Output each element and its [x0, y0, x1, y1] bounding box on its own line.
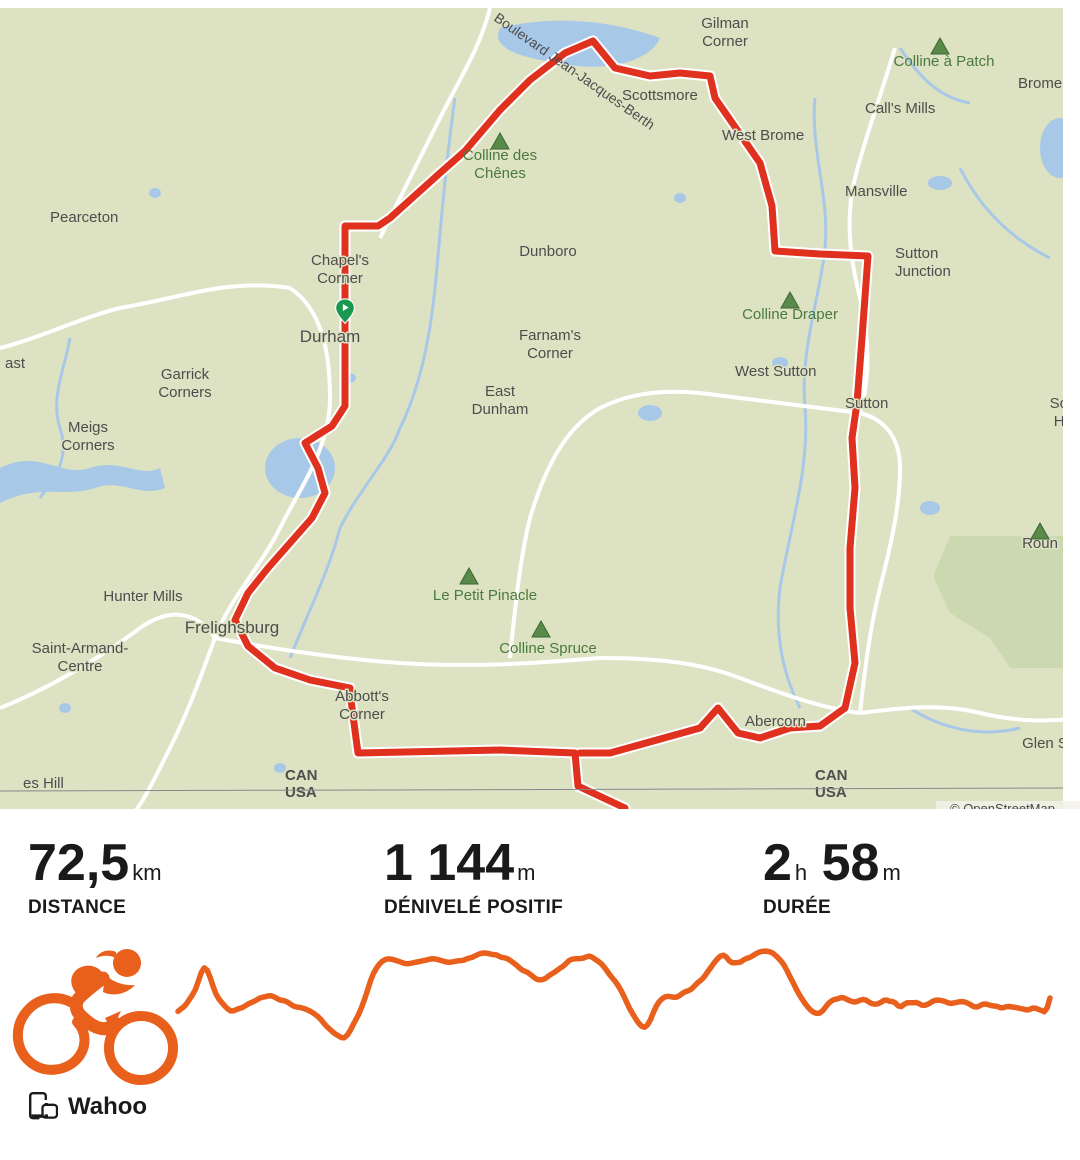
svg-text:Chênes: Chênes: [474, 165, 526, 182]
svg-text:ast: ast: [5, 355, 26, 372]
svg-text:Corner: Corner: [339, 706, 385, 723]
svg-text:East: East: [485, 383, 516, 400]
svg-text:Corners: Corners: [61, 437, 114, 454]
svg-text:Garrick: Garrick: [161, 366, 210, 383]
svg-text:es Hill: es Hill: [23, 775, 64, 792]
svg-text:Chapel's: Chapel's: [311, 252, 369, 269]
svg-text:CAN: CAN: [815, 767, 848, 784]
svg-text:Sutton: Sutton: [845, 395, 888, 412]
svg-text:Colline des: Colline des: [463, 147, 537, 164]
svg-text:Corner: Corner: [702, 33, 748, 50]
svg-text:Colline Spruce: Colline Spruce: [499, 640, 597, 657]
svg-text:Abercorn: Abercorn: [745, 713, 806, 730]
svg-text:CAN: CAN: [285, 767, 318, 784]
svg-text:Sutton: Sutton: [895, 245, 938, 262]
svg-text:Farnam's: Farnam's: [519, 327, 581, 344]
svg-text:Pearceton: Pearceton: [50, 209, 118, 226]
svg-text:Gilman: Gilman: [701, 15, 749, 32]
svg-text:Junction: Junction: [895, 263, 951, 280]
svg-text:Corner: Corner: [527, 345, 573, 362]
svg-text:Colline à Patch: Colline à Patch: [894, 53, 995, 70]
svg-text:West Sutton: West Sutton: [735, 363, 816, 380]
svg-text:Saint-Armand-: Saint-Armand-: [32, 640, 129, 657]
svg-text:Corner: Corner: [317, 270, 363, 287]
svg-text:Corners: Corners: [158, 384, 211, 401]
svg-text:Hunter Mills: Hunter Mills: [103, 588, 182, 605]
svg-text:West Brome: West Brome: [722, 127, 804, 144]
svg-text:Durham: Durham: [300, 327, 360, 346]
svg-text:Call's Mills: Call's Mills: [865, 100, 935, 117]
svg-text:Centre: Centre: [57, 658, 102, 675]
svg-text:USA: USA: [815, 784, 847, 801]
svg-text:Glen S: Glen S: [1022, 735, 1068, 752]
svg-text:Dunham: Dunham: [472, 401, 529, 418]
svg-text:Le Petit Pinacle: Le Petit Pinacle: [433, 587, 537, 604]
svg-text:Brome: Brome: [1018, 75, 1062, 92]
svg-text:Mansville: Mansville: [845, 183, 908, 200]
svg-text:© OpenStreetMap: © OpenStreetMap: [950, 801, 1055, 809]
svg-text:Frelighsburg: Frelighsburg: [185, 618, 280, 637]
svg-text:Abbott's: Abbott's: [335, 688, 389, 705]
svg-text:USA: USA: [285, 784, 317, 801]
svg-text:Dunboro: Dunboro: [519, 243, 577, 260]
svg-text:Meigs: Meigs: [68, 419, 108, 436]
svg-text:Colline Draper: Colline Draper: [742, 306, 838, 323]
